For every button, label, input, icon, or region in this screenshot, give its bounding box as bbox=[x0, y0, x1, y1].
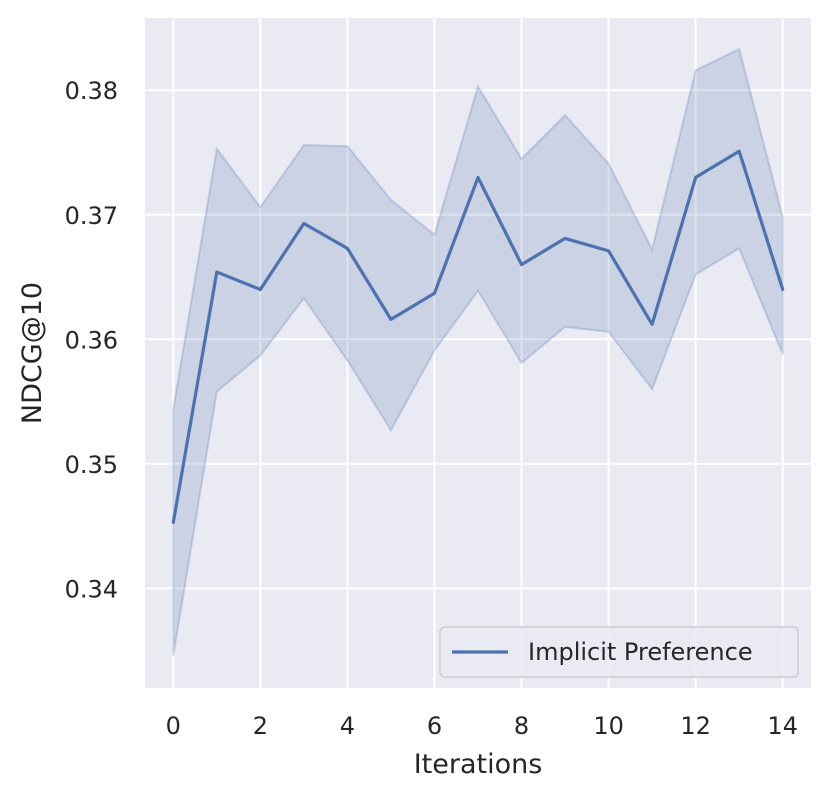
x-tick-label: 4 bbox=[340, 712, 355, 740]
confidence-band bbox=[172, 47, 784, 656]
legend-label: Implicit Preference bbox=[528, 638, 753, 666]
legend-box bbox=[439, 626, 799, 678]
x-tick-label: 10 bbox=[593, 712, 624, 740]
series-lines bbox=[171, 149, 785, 524]
y-tick-label: 0.35 bbox=[65, 451, 118, 479]
y-axis-ticks: 0.34 0.35 0.36 0.37 0.38 bbox=[65, 77, 118, 603]
y-tick-label: 0.37 bbox=[65, 202, 118, 230]
x-tick-label: 12 bbox=[680, 712, 711, 740]
legend: Implicit Preference bbox=[439, 626, 799, 678]
confidence-band-area bbox=[172, 47, 784, 656]
series-line bbox=[171, 149, 785, 524]
x-tick-label: 8 bbox=[514, 712, 529, 740]
x-tick-label: 14 bbox=[767, 712, 798, 740]
y-tick-label: 0.38 bbox=[65, 77, 118, 105]
x-tick-label: 6 bbox=[427, 712, 442, 740]
y-tick-label: 0.34 bbox=[65, 575, 118, 603]
y-tick-label: 0.36 bbox=[65, 326, 118, 354]
x-axis-ticks: 0 2 4 6 8 10 12 14 bbox=[166, 712, 798, 740]
x-tick-label: 0 bbox=[166, 712, 181, 740]
plot-background bbox=[145, 18, 811, 688]
x-axis-label: Iterations bbox=[414, 749, 543, 780]
y-axis-label: NDCG@10 bbox=[17, 282, 48, 424]
x-tick-label: 2 bbox=[253, 712, 268, 740]
grid-lines bbox=[145, 18, 811, 688]
